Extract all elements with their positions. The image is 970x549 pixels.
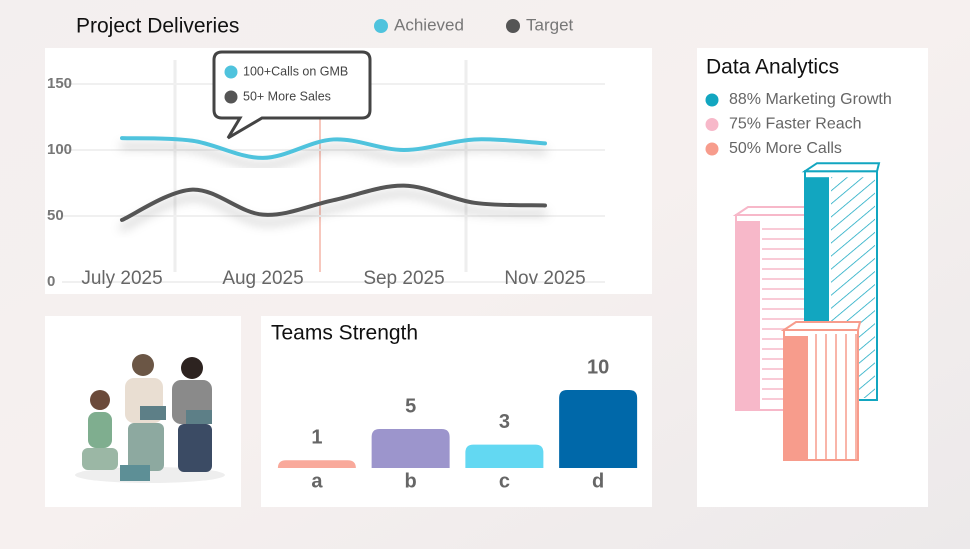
x-tick-label: b	[405, 470, 417, 492]
y-tick-label: 150	[47, 75, 72, 92]
y-tick-label: 50	[47, 207, 64, 224]
x-tick-label: Nov 2025	[504, 268, 585, 289]
line-series	[120, 136, 547, 160]
x-tick-label: a	[311, 470, 323, 492]
bar-3d-top	[801, 162, 881, 173]
x-tick-label: July 2025	[81, 268, 162, 289]
bar-title: Teams Strength	[271, 322, 418, 345]
analytics-title: Data Analytics	[706, 56, 839, 79]
value-label: 3	[499, 411, 510, 433]
bar-3d-top	[780, 321, 862, 331]
line-title: Project Deliveries	[76, 15, 239, 38]
illustration	[75, 354, 225, 483]
legend-dot	[705, 142, 719, 156]
value-label: 10	[587, 356, 609, 378]
legend-dot	[374, 19, 388, 33]
bar	[465, 444, 544, 468]
bar-3d	[780, 321, 862, 461]
tooltip-text: 100+Calls on GMB	[243, 64, 348, 78]
bar-3d-top	[732, 206, 812, 216]
legend-dot	[506, 19, 520, 33]
value-label: 5	[405, 395, 416, 417]
x-tick-label: d	[592, 470, 604, 492]
bar	[371, 429, 450, 468]
line-series	[120, 183, 547, 222]
bar-3d-side	[736, 221, 760, 410]
y-tick-label: 100	[47, 141, 72, 158]
legend-dot	[705, 118, 719, 131]
tooltip-text: 50+ More Sales	[243, 89, 331, 103]
bar	[277, 460, 356, 469]
legend-label: 88% Marketing Growth	[729, 91, 892, 108]
bar	[559, 390, 638, 468]
legend-label: Achieved	[394, 15, 464, 34]
value-label: 1	[311, 426, 322, 448]
tooltip-dot	[224, 90, 238, 104]
legend-label: 50% More Calls	[729, 140, 842, 157]
x-tick-label: c	[499, 470, 510, 492]
legend-label: Target	[526, 15, 574, 34]
bar-3d-side	[784, 336, 808, 460]
y-tick-label: 0	[47, 273, 55, 290]
legend-label: 75% Faster Reach	[729, 116, 862, 133]
x-tick-label: Sep 2025	[363, 268, 444, 289]
legend-dot	[705, 93, 719, 107]
tooltip	[212, 50, 372, 140]
tooltip-dot	[224, 65, 238, 79]
x-tick-label: Aug 2025	[222, 268, 303, 289]
